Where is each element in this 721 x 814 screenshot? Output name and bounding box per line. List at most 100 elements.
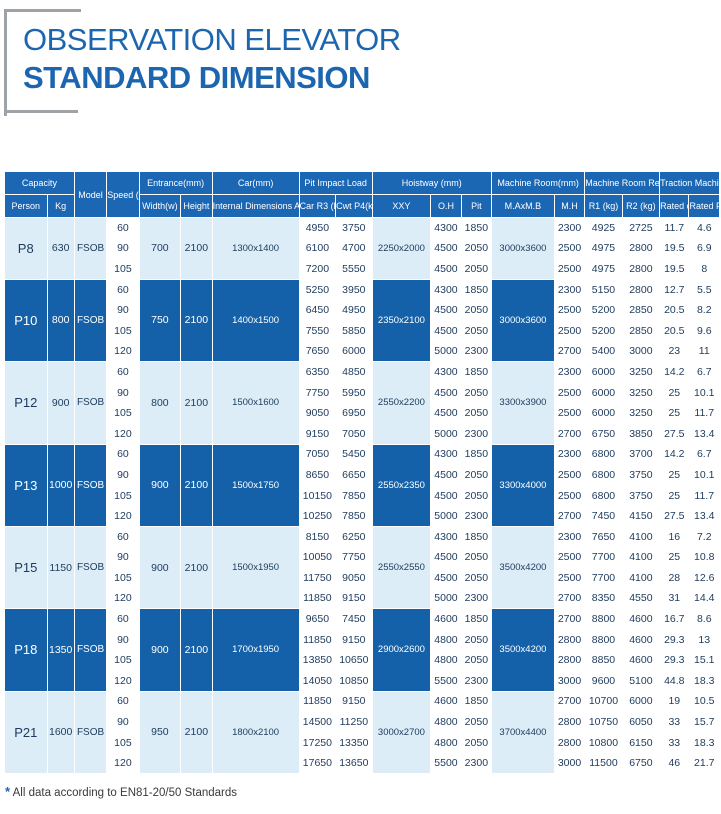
hoistway-cell: 2350x2100 [371,278,432,363]
pit-cell: 2050 [460,319,493,342]
pit-cell: 1850 [460,443,493,466]
cwt-p4-cell: 7850 [335,505,373,527]
r2-cell: 2800 [621,278,661,301]
machine-room-cell: 3500x4200 [491,608,555,692]
rated-power-cell: 15.7 [688,711,720,733]
rated-power-cell: 8.6 [688,608,720,630]
cwt-p4-cell: 7750 [335,546,373,569]
model-cell: FSOB [73,525,108,610]
header-rated-current: Rated current (A) [659,194,690,218]
table-row: 105 11750 9050 4500 2050 2500 7700 4100 28 12.6 [5,567,720,589]
footnote: * All data according to EN81-20/50 Stand… [5,784,237,799]
machine-room-cell: 3000x3600 [491,278,555,363]
r2-cell: 6000 [621,690,661,713]
oh-cell: 4300 [430,278,462,301]
table-row: P8 630 FSOB 60 700 2100 1300x1400 4950 3750 2250x… [4,217,720,280]
entrance-height-cell: 2100 [180,443,213,527]
pit-cell: 2050 [460,649,493,672]
header-car: Car(mm) [211,171,300,195]
mh-cell: 2300 [553,217,586,239]
page-subtitle: STANDARD DIMENSION [23,60,370,95]
speed-cell: 60 [106,608,140,630]
mh-cell: 2500 [553,546,586,569]
mh-cell: 3000 [553,670,586,692]
rated-power-cell: 18.3 [688,670,720,692]
person-cell: P18 [4,608,48,692]
kg-cell: 1150 [46,525,75,610]
rated-current-cell: 19.5 [659,237,690,260]
speed-cell: 90 [106,546,140,569]
mh-cell: 2300 [553,443,586,466]
header-speed: Speed (mpm) [106,171,140,218]
rated-current-cell: 33 [659,711,690,733]
oh-cell: 4500 [430,319,462,342]
table-row: 120 9150 7050 5000 2300 2700 6750 3850 27.5 13.4 [5,422,720,445]
rated-current-cell: 12.7 [659,278,690,301]
dimension-table: Capacity Model Speed (mpm) Entrance(mm) … [4,171,720,775]
table-row: 105 7550 5850 4500 2050 2500 5200 2850 20.5 9.6 [5,319,720,342]
cwt-p4-cell: 7850 [335,484,373,507]
cwt-p4-cell: 9150 [335,587,373,610]
table-row: 105 13850 10650 4800 2050 2800 8850 4600 29.3 15.… [5,649,720,672]
table-row: P12 900 FSOB 60 800 2100 1500x1600 6350 4850 2550… [4,361,720,445]
mh-cell: 2300 [553,525,586,548]
speed-cell: 120 [106,752,140,775]
cwt-p4-cell: 10850 [335,670,373,692]
rated-power-cell: 18.3 [688,731,720,754]
mh-cell: 2500 [553,237,586,260]
r2-cell: 4100 [621,567,661,589]
mh-cell: 2700 [553,690,586,713]
cwt-p4-cell: 6950 [335,402,373,424]
cwt-p4-cell: 13650 [335,752,373,775]
pit-cell: 1850 [460,525,493,548]
table-row: 90 7750 5950 4500 2050 2500 6000 3250 25 10.1 [5,381,720,404]
cwt-p4-cell: 7050 [335,422,373,445]
rated-power-cell: 9.6 [688,319,720,342]
person-cell: P13 [4,443,48,527]
oh-cell: 4300 [430,443,462,466]
header-r1: R1 (kg) [584,194,623,218]
header-kg: Kg [46,194,75,218]
r2-cell: 3750 [621,484,661,507]
rated-power-cell: 10.8 [688,546,720,569]
header-r2: R2 (kg) [621,194,661,218]
rated-current-cell: 20.5 [659,319,690,342]
rated-power-cell: 21.7 [688,752,720,775]
car-dimension-cell: 1800x2100 [211,690,300,775]
r2-cell: 2725 [621,217,661,239]
rated-current-cell: 25 [659,381,690,404]
r2-cell: 4100 [621,546,661,569]
table-row: 90 6450 4950 4500 2050 2500 5200 2850 20.5 8.2 [5,299,720,321]
oh-cell: 5000 [430,340,462,363]
car-r3-cell: 11850 [298,628,337,651]
car-dimension-cell: 1400x1500 [211,278,300,363]
kg-cell: 800 [46,278,75,363]
oh-cell: 4300 [430,361,462,383]
rated-power-cell: 13 [688,628,720,651]
rated-current-cell: 19 [659,690,690,713]
table-row: 120 14050 10850 5500 2300 3000 9600 5100 44.8 18.… [5,670,720,692]
cwt-p4-cell: 5550 [335,258,373,280]
car-r3-cell: 7200 [298,258,337,280]
rated-current-cell: 20.5 [659,299,690,321]
title-bracket-underline [4,110,78,113]
hoistway-cell: 2900x2600 [371,608,432,692]
oh-cell: 4500 [430,402,462,424]
speed-cell: 120 [106,340,140,363]
car-r3-cell: 4950 [298,217,337,239]
pit-cell: 1850 [460,608,493,630]
rated-power-cell: 6.7 [688,443,720,466]
car-r3-cell: 6350 [298,361,337,383]
pit-cell: 2300 [460,670,493,692]
car-r3-cell: 10150 [298,484,337,507]
table-row: 90 8650 6650 4500 2050 2500 6800 3750 25 10.1 [5,464,720,486]
r1-cell: 10700 [584,690,623,713]
r2-cell: 5100 [621,670,661,692]
entrance-width-cell: 900 [138,525,182,610]
model-cell: FSOB [73,217,108,280]
oh-cell: 5500 [430,752,462,775]
car-dimension-cell: 1500x1600 [211,361,300,445]
r2-cell: 3250 [621,402,661,424]
header-pit: Pit [460,194,493,218]
mh-cell: 2300 [553,278,586,301]
